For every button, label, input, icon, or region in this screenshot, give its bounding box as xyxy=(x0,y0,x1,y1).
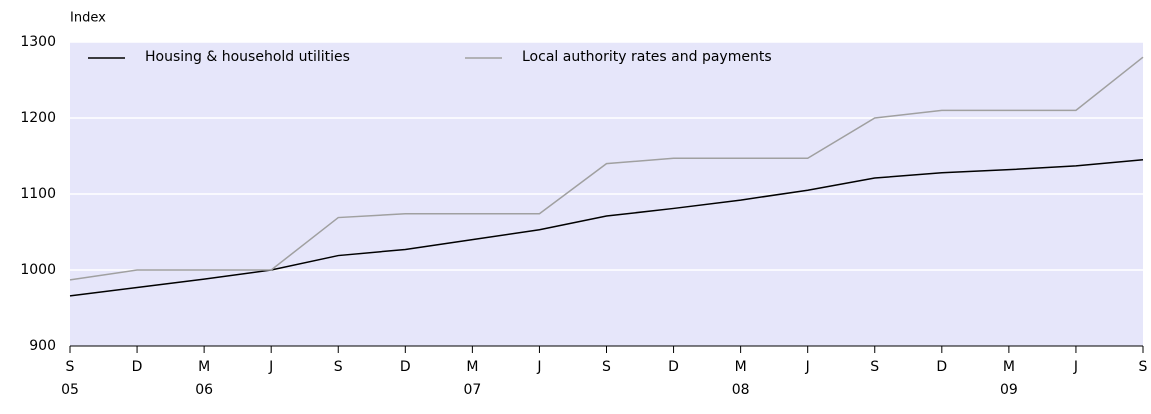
line xyxy=(69,56,1144,281)
x-tick-label: S xyxy=(66,359,75,375)
year-label: 09 xyxy=(1000,382,1018,398)
line xyxy=(69,159,1144,297)
x-tick-label: J xyxy=(805,359,810,375)
year-label: 06 xyxy=(195,382,213,398)
x-tick-label: D xyxy=(400,359,411,375)
x-tick-label: D xyxy=(936,359,947,375)
x-tick-label: M xyxy=(735,359,747,375)
y-tick-label: 1100 xyxy=(20,186,56,202)
x-tick-label: D xyxy=(132,359,143,375)
y-axis-label: Index xyxy=(70,11,106,26)
x-tick-label: M xyxy=(1003,359,1015,375)
y-tick-label: 1000 xyxy=(20,262,56,278)
y-tick-label: 1300 xyxy=(20,34,56,50)
x-tick-label: M xyxy=(198,359,210,375)
x-tick-label: J xyxy=(268,359,273,375)
year-label: 08 xyxy=(732,382,750,398)
x-tick-label: S xyxy=(334,359,343,375)
x-tick-label: M xyxy=(466,359,478,375)
legend-label: Housing & household utilities xyxy=(145,49,350,65)
x-tick-label: D xyxy=(668,359,679,375)
x-tick-label: S xyxy=(870,359,879,375)
x-tick-label: J xyxy=(1073,359,1078,375)
year-label: 05 xyxy=(61,382,79,398)
x-tick-label: S xyxy=(1139,359,1148,375)
y-tick-label: 900 xyxy=(29,338,56,354)
x-tick-label: J xyxy=(536,359,541,375)
legend-label: Local authority rates and payments xyxy=(522,49,772,65)
year-label: 07 xyxy=(463,382,481,398)
x-tick-label: S xyxy=(602,359,611,375)
y-tick-label: 1200 xyxy=(20,110,56,126)
